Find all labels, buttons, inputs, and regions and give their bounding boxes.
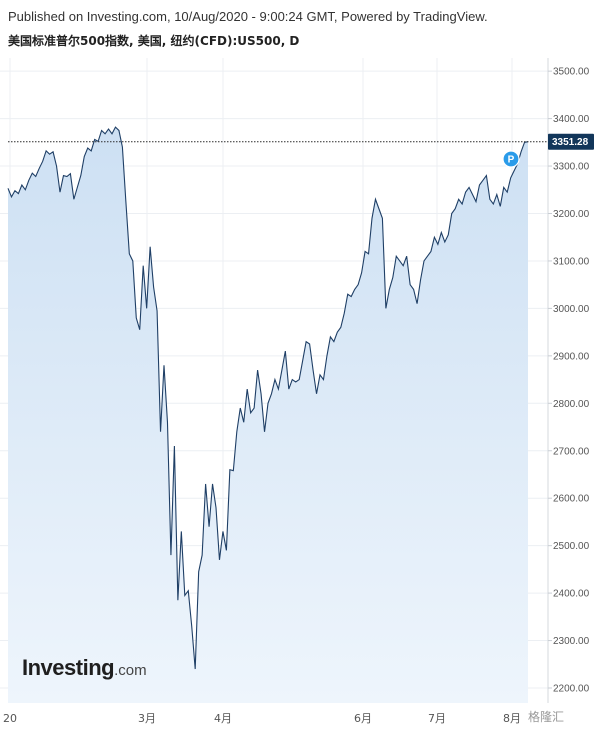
y-tick-label: 2200.00 bbox=[553, 684, 590, 695]
y-tick-label: 2700.00 bbox=[553, 446, 590, 457]
y-tick-label: 2800.00 bbox=[553, 399, 590, 410]
last-price-tag: 3351.28 bbox=[548, 133, 594, 150]
corner-badge: 格隆汇 bbox=[528, 710, 565, 724]
price-line bbox=[7, 126, 529, 670]
y-tick-label: 2400.00 bbox=[553, 589, 590, 600]
y-tick-label: 3100.00 bbox=[553, 256, 590, 267]
y-tick-label: 3400.00 bbox=[553, 114, 590, 125]
logo-suffix: .com bbox=[114, 662, 147, 679]
marker-label: P bbox=[508, 155, 515, 166]
marker-p-icon[interactable]: P bbox=[502, 150, 520, 168]
x-tick-label: 20 bbox=[3, 712, 17, 725]
y-tick-label: 3000.00 bbox=[553, 304, 590, 315]
x-tick-label: 6月 bbox=[354, 712, 372, 725]
y-tick-label: 2900.00 bbox=[553, 351, 590, 362]
y-tick-label: 2500.00 bbox=[553, 541, 590, 552]
y-tick-label: 3500.00 bbox=[553, 67, 590, 78]
y-tick-label: 2600.00 bbox=[553, 494, 590, 505]
x-tick-label: 8月 bbox=[503, 712, 521, 725]
published-caption: Published on Investing.com, 10/Aug/2020 … bbox=[8, 9, 488, 24]
x-tick-label: 3月 bbox=[138, 712, 156, 725]
logo-brand: Investing bbox=[22, 655, 115, 680]
y-tick-label: 3300.00 bbox=[553, 162, 590, 173]
x-tick-label: 7月 bbox=[428, 712, 446, 725]
y-tick-label: 3200.00 bbox=[553, 209, 590, 220]
price-area bbox=[8, 127, 528, 703]
y-tick-label: 2300.00 bbox=[553, 636, 590, 647]
last-price-label: 3351.28 bbox=[552, 137, 589, 148]
x-tick-label: 4月 bbox=[214, 712, 232, 725]
instrument-title: 美国标准普尔500指数, 美国, 纽约(CFD):US500, D bbox=[8, 34, 300, 48]
investing-logo: Investing.com bbox=[22, 655, 147, 681]
